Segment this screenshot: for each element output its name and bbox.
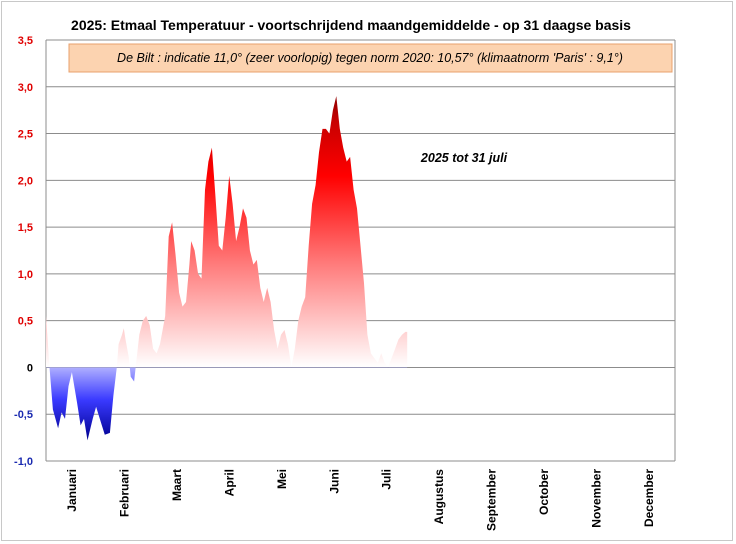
y-tick-label-1: 3,0	[18, 82, 33, 94]
y-tick-label-8: -0,5	[14, 409, 33, 421]
y-tick-label-5: 1,0	[18, 269, 33, 281]
x-tick-label-maart: Maart	[170, 469, 184, 501]
x-axis-ticks: Januari Februari Maart April Mei Juni Juli Augu…	[65, 469, 656, 531]
y-tick-label-2: 2,5	[18, 129, 33, 141]
y-tick-label-3: 2,0	[18, 175, 33, 187]
x-tick-label-augustus: Augustus	[432, 469, 446, 525]
note-text: De Bilt : indicatie 11,0° (zeer voorlopi…	[117, 51, 623, 65]
chart-title: 2025: Etmaal Temperatuur - voortschrijde…	[71, 17, 631, 33]
x-tick-label-september: September	[485, 469, 499, 531]
grid-lines	[45, 39, 676, 462]
y-axis-ticks: 3,5 3,0 2,5 2,0 1,5 1,0 0,5 0 -0,5 -1,0	[14, 35, 33, 468]
data-area	[46, 96, 408, 441]
x-tick-label-juli: Juli	[380, 469, 394, 490]
y-tick-label-9: -1,0	[14, 456, 33, 468]
x-tick-label-februari: Februari	[118, 469, 132, 517]
x-tick-label-october: October	[537, 469, 551, 515]
x-tick-label-december: December	[642, 469, 656, 527]
x-tick-label-april: April	[223, 469, 237, 496]
y-tick-label-6: 0,5	[18, 316, 33, 328]
y-tick-label-0: 3,5	[18, 35, 33, 47]
negative-anomaly-area	[46, 367, 408, 441]
positive-anomaly-area	[46, 96, 408, 367]
y-tick-label-7: 0	[27, 362, 33, 374]
x-tick-label-mei: Mei	[275, 469, 289, 489]
x-tick-label-november: November	[589, 469, 603, 528]
period-annotation: 2025 tot 31 juli	[420, 151, 508, 165]
note-box	[68, 43, 673, 73]
x-tick-label-juni: Juni	[327, 469, 341, 494]
y-tick-label-4: 1,5	[18, 222, 33, 234]
x-tick-label-januari: Januari	[65, 469, 79, 512]
